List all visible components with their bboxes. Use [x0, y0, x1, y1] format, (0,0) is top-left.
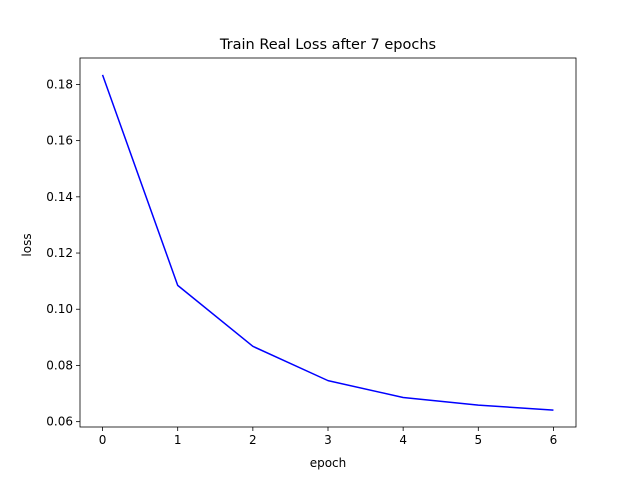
x-tick-label: 0: [99, 433, 107, 447]
x-axis-label: epoch: [310, 456, 347, 470]
x-tick-label: 2: [249, 433, 257, 447]
x-tick-label: 1: [174, 433, 182, 447]
y-tick-label: 0.14: [46, 190, 73, 204]
x-tick-label: 5: [474, 433, 482, 447]
x-tick-label: 4: [399, 433, 407, 447]
y-tick-label: 0.18: [46, 77, 73, 91]
y-axis-label: loss: [20, 233, 34, 256]
x-tick-label: 3: [324, 433, 332, 447]
plot-area: 0 1 2 3 4 5 6 0.06 0.08 0.10 0.12 0.14 0.16 0.18: [46, 57, 577, 447]
y-tick-label: 0.12: [46, 246, 73, 260]
x-tick-label: 6: [550, 433, 558, 447]
chart-title: Train Real Loss after 7 epochs: [219, 37, 436, 53]
y-tick-label: 0.06: [46, 415, 73, 429]
series-line-0: [101, 74, 554, 411]
y-tick-label: 0.10: [46, 302, 73, 316]
y-tick-label: 0.08: [46, 358, 73, 372]
y-tick-label: 0.16: [46, 134, 73, 148]
